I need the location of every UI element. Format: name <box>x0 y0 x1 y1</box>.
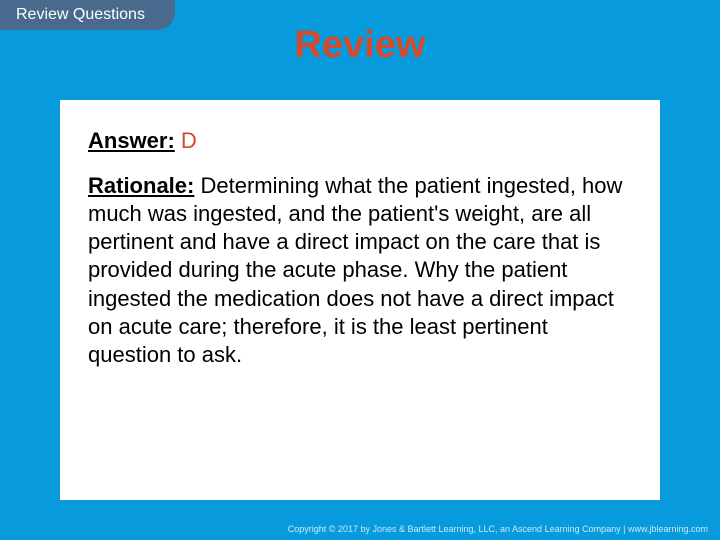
rationale-block: Rationale: Determining what the patient … <box>88 172 632 369</box>
content-panel: Answer: D Rationale: Determining what th… <box>60 100 660 500</box>
answer-line: Answer: D <box>88 128 632 154</box>
rationale-text: Determining what the patient ingested, h… <box>88 173 622 367</box>
answer-value: D <box>181 128 197 153</box>
answer-label: Answer: <box>88 128 175 153</box>
copyright-footer: Copyright © 2017 by Jones & Bartlett Lea… <box>288 524 708 534</box>
rationale-label: Rationale: <box>88 173 194 198</box>
page-title: Review <box>0 24 720 67</box>
section-tab-label: Review Questions <box>16 6 145 24</box>
